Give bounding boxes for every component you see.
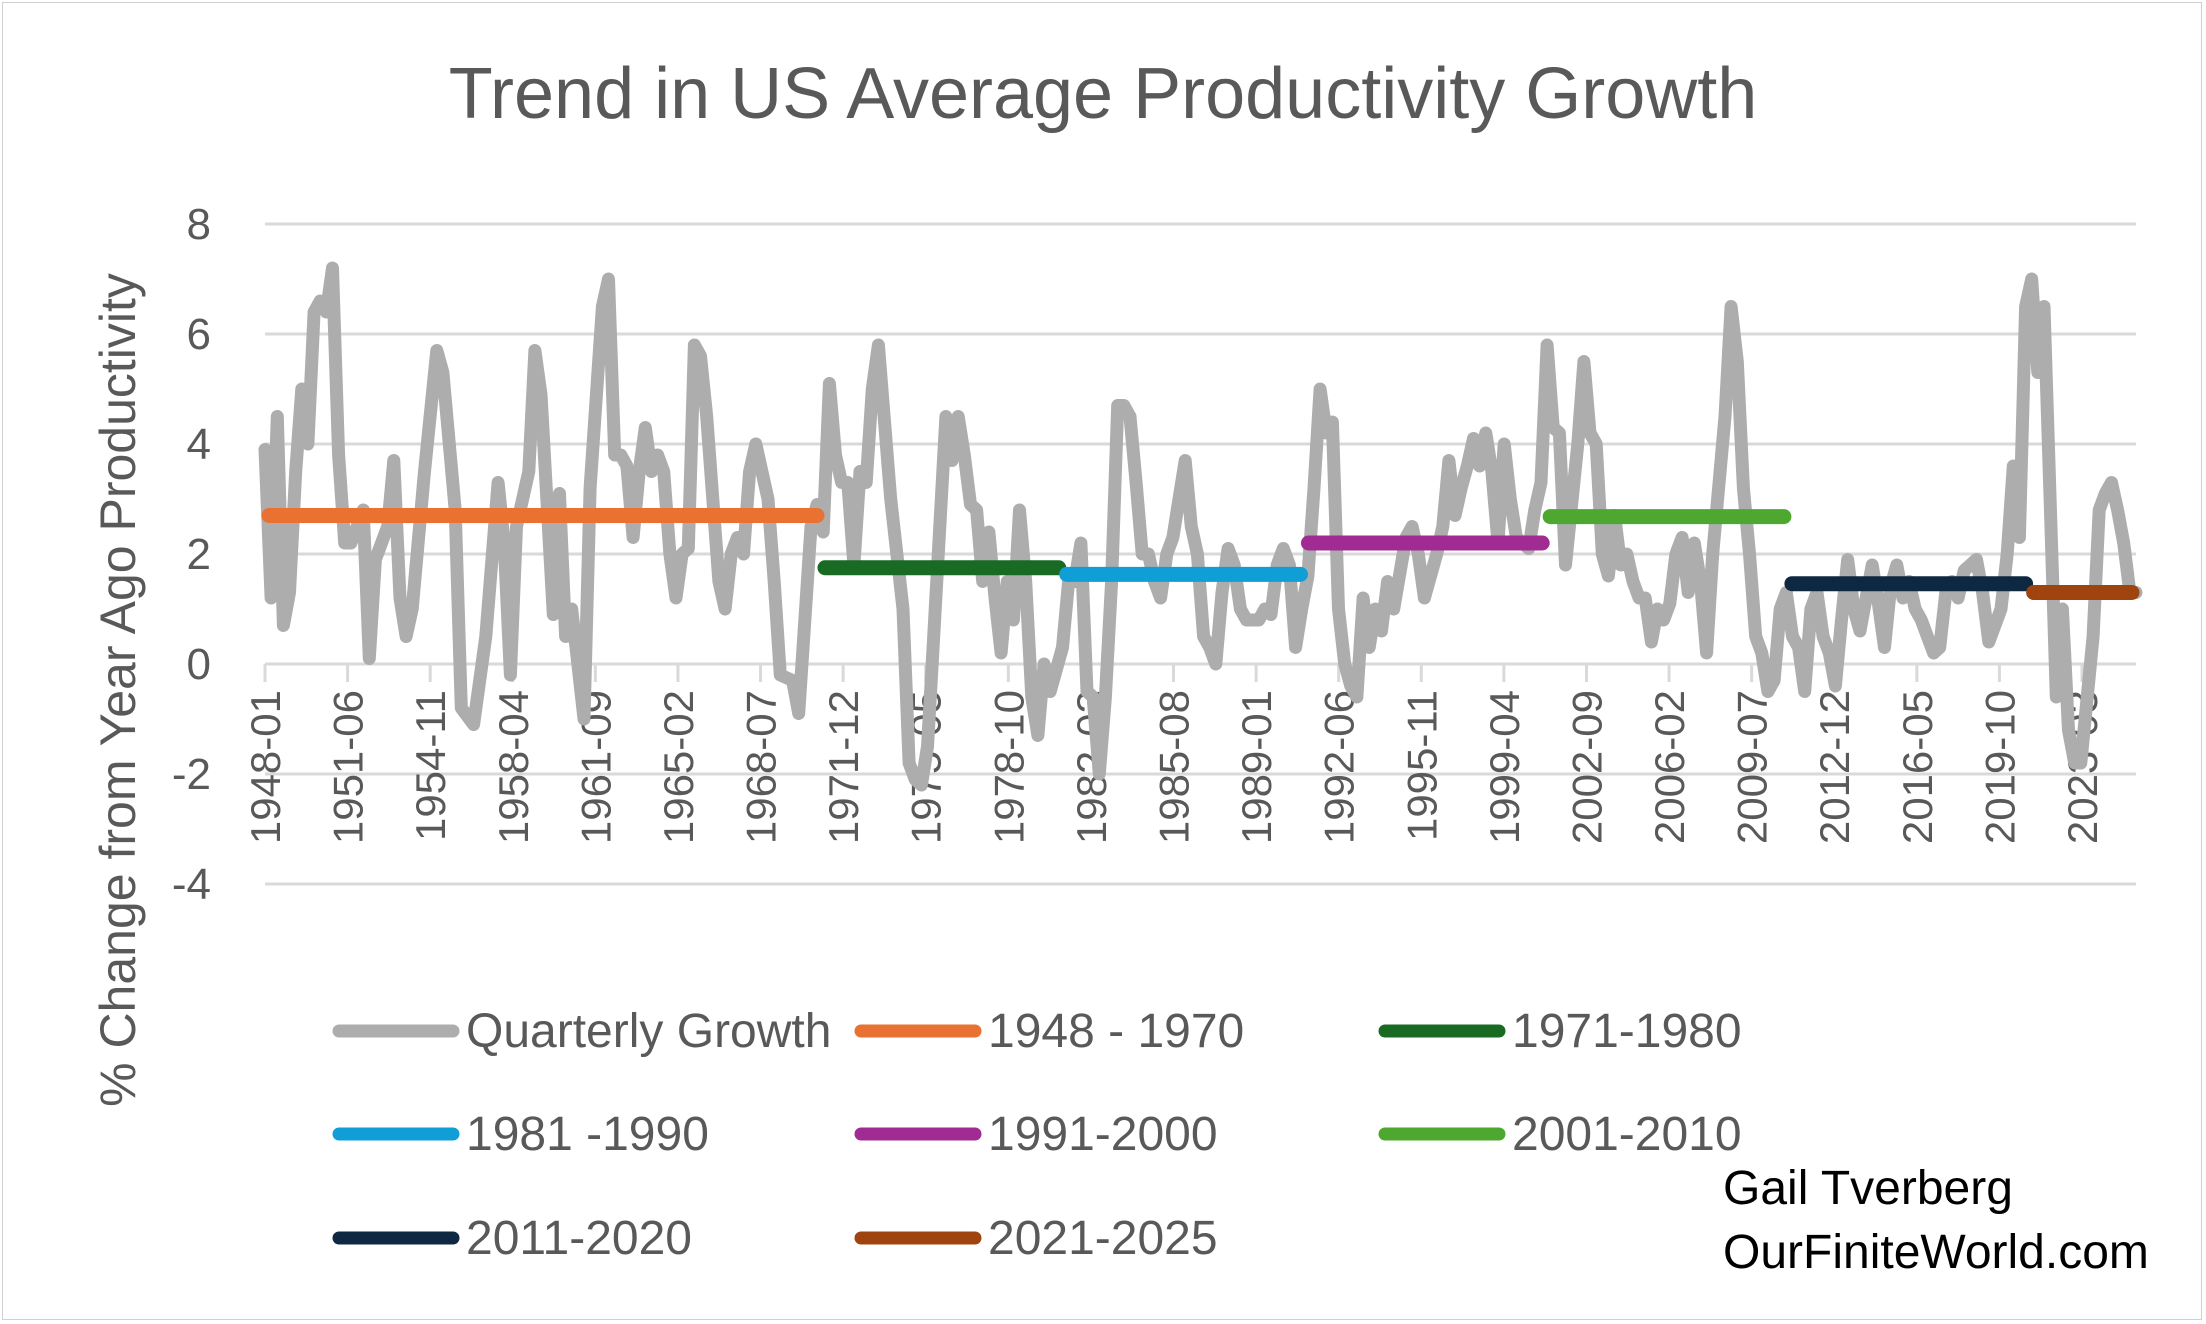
y-tick-label: 0 — [187, 640, 211, 689]
legend-label: 1948 - 1970 — [988, 1005, 1244, 1058]
attribution-site: OurFiniteWorld.com — [1723, 1226, 2149, 1279]
x-tick-label: 2012-12 — [1811, 690, 1858, 844]
x-tick-label: 1995-11 — [1398, 690, 1445, 841]
attribution-author: Gail Tverberg — [1723, 1162, 2013, 1215]
x-tick-label: 1992-06 — [1316, 690, 1363, 844]
chart-title: Trend in US Average Productivity Growth — [449, 54, 1758, 134]
y-tick-labels: -4 -2 0 2 4 6 8 — [172, 200, 211, 909]
legend-label: 1981 -1990 — [466, 1108, 709, 1161]
y-tick-label: 8 — [187, 200, 211, 249]
y-tick-label: -2 — [172, 750, 211, 799]
y-axis-title: % Change from Year Ago Productivity — [90, 273, 146, 1107]
x-tick-label: 1989-01 — [1233, 690, 1280, 844]
legend-label: 1971-1980 — [1512, 1005, 1742, 1058]
gridlines — [263, 222, 2136, 886]
legend-label: 2001-2010 — [1512, 1108, 1742, 1161]
x-tick-label: 2009-07 — [1729, 690, 1776, 844]
x-tick-label: 1965-02 — [655, 690, 702, 844]
x-tick-label: 1971-12 — [820, 690, 867, 844]
x-tick-label: 1954-11 — [407, 690, 454, 841]
x-tick-label: 2006-02 — [1646, 690, 1693, 844]
series-quarterly-growth-line — [258, 261, 2143, 792]
x-tick-label: 1999-04 — [1481, 690, 1528, 844]
x-tick-label: 1978-10 — [985, 690, 1032, 844]
x-tick-label: 2019-10 — [1976, 690, 2023, 844]
y-tick-label: -4 — [172, 860, 211, 909]
legend-label: Quarterly Growth — [466, 1005, 831, 1058]
x-tick-labels: 1948-01 1951-06 1954-11 1958-04 1961-09 1965-… — [242, 690, 2106, 844]
x-tick-label: 1951-06 — [325, 690, 372, 844]
x-tick-label: 1985-08 — [1151, 690, 1198, 844]
y-tick-label: 4 — [187, 420, 211, 469]
x-tick-label: 1948-01 — [242, 690, 289, 844]
legend-label: 2021-2025 — [988, 1212, 1218, 1265]
legend-label: 1991-2000 — [988, 1108, 1218, 1161]
y-tick-label: 2 — [187, 530, 211, 579]
legend-label: 2011-2020 — [466, 1212, 692, 1265]
legend: Quarterly Growth 1948 - 1970 1971-1980 1981… — [332, 1005, 1742, 1265]
x-tick-label: 2016-05 — [1894, 690, 1941, 844]
x-tick-label: 2002-09 — [1563, 690, 1610, 844]
series-lines — [258, 261, 2143, 792]
x-tick-label: 1958-04 — [490, 690, 537, 844]
x-tick-label: 1968-07 — [738, 690, 785, 844]
y-tick-label: 6 — [187, 310, 211, 359]
